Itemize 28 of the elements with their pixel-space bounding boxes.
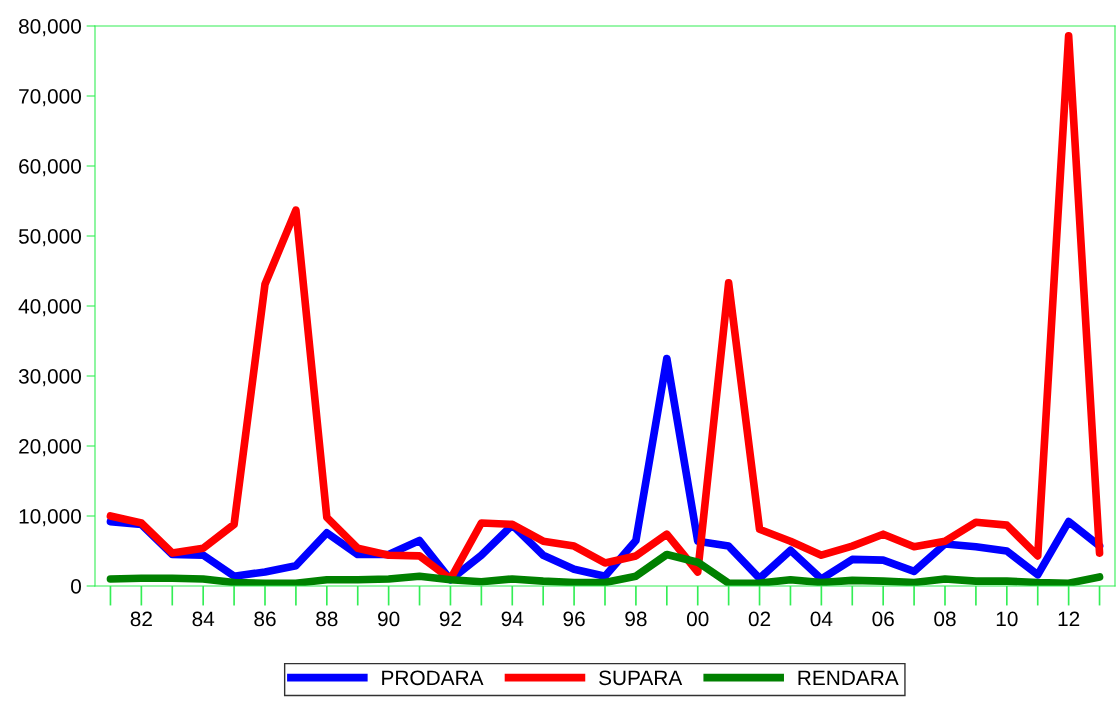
y-tick-label: 50,000 [18, 229, 81, 247]
x-tick-label: 08 [934, 611, 956, 627]
legend-label: PRODARA [382, 670, 484, 686]
x-tick-label: 86 [254, 611, 276, 627]
x-tick-label: 88 [316, 611, 338, 627]
y-tick-label: 20,000 [19, 439, 81, 457]
legend-label: RENDARA [798, 670, 899, 685]
y-tick-label: 0 [71, 579, 81, 594]
x-tick-label: 00 [686, 611, 709, 627]
x-tick-label: 82 [130, 611, 152, 627]
y-tick-label: 70,000 [19, 89, 81, 107]
x-tick-label: 06 [872, 611, 894, 627]
x-tick-label: 84 [192, 611, 215, 627]
x-tick-label: 96 [563, 611, 585, 627]
x-tick-label: 10 [996, 611, 1018, 627]
x-tick-label: 92 [439, 611, 461, 627]
y-tick-label: 10,000 [19, 509, 81, 527]
x-tick-label: 02 [748, 611, 771, 627]
x-tick-label: 04 [810, 611, 833, 627]
x-tick-label: 98 [625, 611, 647, 627]
y-tick-label: 80,000 [19, 19, 81, 37]
y-tick-label: 60,000 [19, 159, 81, 177]
y-tick-label: 30,000 [18, 369, 81, 387]
legend-label: SUPARA [599, 670, 683, 686]
x-tick-label: 94 [501, 611, 524, 627]
x-tick-label: 90 [378, 611, 400, 627]
y-tick-label: 40,000 [18, 299, 81, 317]
x-tick-label: 12 [1058, 611, 1080, 627]
